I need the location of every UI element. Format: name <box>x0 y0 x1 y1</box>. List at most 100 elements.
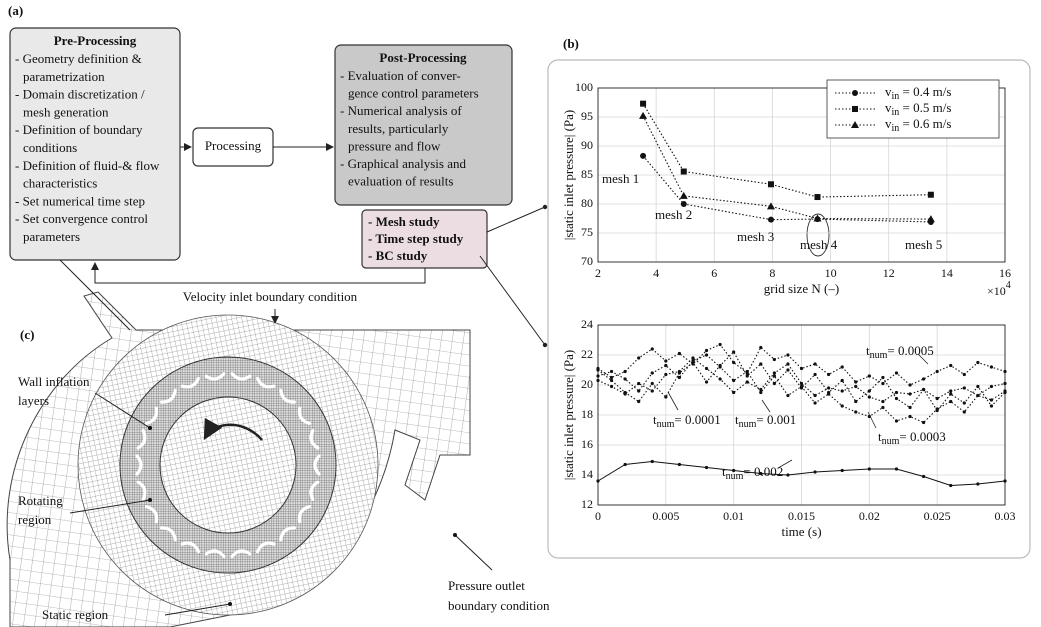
marker <box>814 194 820 200</box>
panel-label: (c) <box>20 327 34 342</box>
marker <box>928 192 934 198</box>
marker <box>786 353 789 356</box>
pointer-dot <box>148 498 152 502</box>
panel-label: (b) <box>563 36 579 51</box>
x-tick-label: 8 <box>769 266 775 280</box>
box-line: evaluation of results <box>348 174 453 189</box>
marker <box>813 470 816 473</box>
marker <box>922 475 925 478</box>
x-axis-label: grid size N (–) <box>764 281 839 296</box>
mesh-label: Velocity inlet boundary condition <box>183 289 358 304</box>
marker <box>773 358 776 361</box>
annotation: mesh 5 <box>905 237 942 252</box>
marker <box>664 395 667 398</box>
marker <box>976 361 979 364</box>
marker <box>800 367 803 370</box>
marker <box>773 374 776 377</box>
text-sub: in <box>892 107 900 118</box>
y-tick-label: 16 <box>581 437 593 451</box>
marker <box>895 371 898 374</box>
marker <box>922 421 925 424</box>
box-title: Pre-Processing <box>54 33 137 48</box>
box-line: - Set numerical time step <box>15 193 145 208</box>
x-tick-label: 2 <box>595 266 601 280</box>
marker <box>759 346 762 349</box>
marker <box>841 365 844 368</box>
x-tick-label: 12 <box>883 266 895 280</box>
marker <box>768 181 774 187</box>
marker <box>936 370 939 373</box>
marker <box>990 385 993 388</box>
marker <box>949 389 952 392</box>
x-tick-label: 0.025 <box>924 509 951 523</box>
marker <box>596 379 599 382</box>
page: (a)(b)(c)Pre-Processing- Geometry defini… <box>0 0 1041 627</box>
marker <box>678 463 681 466</box>
y-tick-label: 70 <box>581 254 593 268</box>
marker <box>624 370 627 373</box>
marker <box>949 364 952 367</box>
mesh-label: Wall inflation <box>18 374 90 389</box>
x-tick-label: 16 <box>999 266 1011 280</box>
annotation: mesh 2 <box>655 207 692 222</box>
y-tick-label: 14 <box>581 467 593 481</box>
text-rest: = 0.0001 <box>674 412 720 427</box>
marker <box>841 379 844 382</box>
text-rest: = 0.6 m/s <box>899 116 951 131</box>
marker <box>610 376 613 379</box>
mesh-image <box>7 292 470 627</box>
text-rest: = 0.5 m/s <box>899 100 951 115</box>
marker <box>1003 382 1006 385</box>
marker <box>746 374 749 377</box>
x-tick-label: 0.02 <box>859 509 880 523</box>
mesh-label: Static region <box>42 607 109 622</box>
text-rest: = 0.001 <box>756 412 796 427</box>
marker <box>596 367 599 370</box>
marker <box>827 392 830 395</box>
marker <box>963 386 966 389</box>
y-tick-label: 18 <box>581 407 593 421</box>
text-sub: num <box>882 436 900 447</box>
marker <box>881 382 884 385</box>
box-line: - Geometry definition & <box>15 51 142 66</box>
marker <box>705 380 708 383</box>
y-tick-label: 12 <box>581 497 593 511</box>
box-line: - Graphical analysis and <box>340 156 466 171</box>
rotor-core <box>160 397 296 533</box>
marker <box>976 394 979 397</box>
marker <box>854 385 857 388</box>
mesh-label: boundary condition <box>448 598 550 613</box>
connector-dot <box>543 205 547 209</box>
marker <box>624 392 627 395</box>
box-title: Post-Processing <box>379 50 467 65</box>
mesh-label: Pressure outlet <box>448 578 525 593</box>
marker <box>800 382 803 385</box>
marker <box>691 362 694 365</box>
marker <box>732 361 735 364</box>
marker <box>881 376 884 379</box>
marker <box>637 389 640 392</box>
marker <box>908 392 911 395</box>
y-tick-label: 24 <box>581 317 593 331</box>
box-line: characteristics <box>23 176 97 191</box>
marker <box>990 365 993 368</box>
text-sub: in <box>892 91 900 102</box>
y-axis-label: |static inlet pressure| (Pa) <box>561 350 576 480</box>
mesh-label: Rotating <box>18 493 63 508</box>
text-rest: = 0.002 <box>743 464 783 479</box>
marker <box>759 362 762 365</box>
box-line: - Set convergence control <box>15 211 148 226</box>
x-tick-label: 10 <box>825 266 837 280</box>
marker <box>651 389 654 392</box>
box-line: conditions <box>23 140 77 155</box>
marker <box>786 394 789 397</box>
marker <box>719 365 722 368</box>
pointer <box>455 535 492 570</box>
marker <box>624 463 627 466</box>
marker <box>922 388 925 391</box>
marker <box>768 217 774 223</box>
marker <box>705 367 708 370</box>
box-line: - Definition of fluid-& flow <box>15 158 160 173</box>
marker <box>854 380 857 383</box>
pointer-dot <box>148 426 152 430</box>
